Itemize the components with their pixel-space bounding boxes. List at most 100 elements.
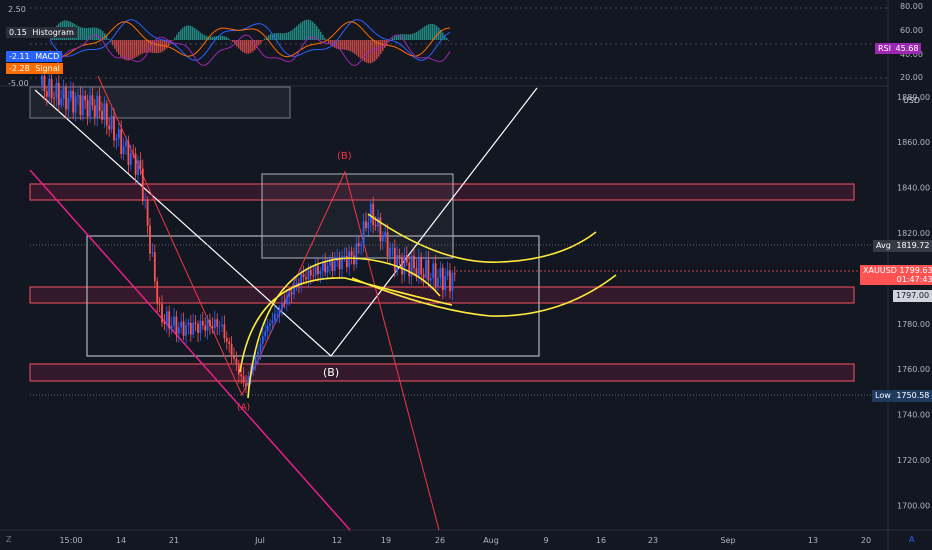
candle-body bbox=[420, 256, 423, 275]
candle-body bbox=[273, 314, 276, 321]
time-axis-tick: 9 bbox=[543, 536, 548, 545]
candle-body bbox=[389, 247, 391, 257]
macd-histogram-bar bbox=[416, 31, 418, 40]
macd-histogram-bar bbox=[362, 40, 364, 61]
macd-histogram-bar bbox=[286, 32, 288, 40]
low-tag[interactable]: Low 1750.58 bbox=[872, 390, 932, 402]
candle-body bbox=[408, 262, 411, 277]
candle-body bbox=[439, 267, 442, 279]
price-axis-tick: 1840.00 bbox=[897, 184, 930, 193]
time-axis-tick: 14 bbox=[116, 536, 126, 545]
macd-histogram-bar bbox=[120, 40, 122, 57]
time-axis-tick: 16 bbox=[596, 536, 606, 545]
macd-histogram-bar bbox=[348, 40, 350, 51]
macd-histogram-bar bbox=[80, 27, 82, 40]
macd-legend[interactable]: -2.11 MACD bbox=[6, 51, 63, 62]
candle-body bbox=[141, 168, 144, 202]
low-value: 1750.58 bbox=[896, 391, 930, 400]
macd-histogram-bar bbox=[242, 40, 244, 53]
macd-histogram-bar bbox=[220, 35, 222, 40]
candle-body bbox=[405, 255, 408, 263]
candle-body bbox=[429, 278, 432, 281]
candle-body bbox=[197, 324, 199, 333]
wave-b-top-label: (B) bbox=[337, 151, 352, 162]
candle-body bbox=[91, 95, 94, 106]
candle-body bbox=[113, 115, 115, 141]
macd-histogram-bar bbox=[176, 34, 178, 40]
macd-histogram-bar bbox=[130, 40, 132, 60]
auto-scale-button[interactable]: A bbox=[909, 535, 915, 544]
candle-body bbox=[230, 343, 233, 357]
macd-histogram-bar bbox=[428, 24, 430, 40]
candle-body bbox=[300, 274, 303, 285]
rsi-tag[interactable]: RSI 45.68 bbox=[875, 43, 922, 54]
candle-body bbox=[417, 256, 420, 278]
candle-body bbox=[314, 265, 317, 276]
candle-body bbox=[65, 86, 67, 110]
macd-histogram-bar bbox=[310, 20, 312, 40]
macd-histogram-bar bbox=[172, 40, 174, 41]
candle-body bbox=[209, 319, 211, 327]
macd-histogram-bar bbox=[404, 34, 406, 40]
candle-body bbox=[333, 261, 336, 271]
time-axis-tick: 21 bbox=[169, 536, 179, 545]
macd-scale-tick: -5.00 bbox=[8, 79, 29, 88]
histogram-legend[interactable]: 0.15 Histogram bbox=[6, 27, 77, 38]
candle-body bbox=[81, 95, 84, 116]
candle-body bbox=[319, 270, 322, 274]
macd-histogram-bar bbox=[394, 36, 396, 40]
candle-body bbox=[67, 97, 70, 110]
signal-legend[interactable]: -2.28 Signal bbox=[6, 63, 63, 74]
signal-label: Signal bbox=[35, 64, 60, 73]
macd-histogram-bar bbox=[250, 40, 252, 53]
yellow-arc-3 bbox=[367, 213, 597, 263]
candle-body bbox=[206, 319, 209, 331]
candle-body bbox=[117, 129, 120, 139]
candle-body bbox=[317, 265, 319, 274]
price-axis-tick: 1820.00 bbox=[897, 229, 930, 238]
candle-body bbox=[221, 324, 223, 326]
macd-histogram-bar bbox=[152, 40, 154, 53]
macd-histogram-bar bbox=[324, 37, 326, 40]
macd-histogram-bar bbox=[140, 40, 142, 55]
candle-body bbox=[434, 263, 437, 287]
candle-body bbox=[84, 95, 87, 101]
candle-body bbox=[396, 255, 399, 272]
candle-body bbox=[163, 322, 166, 325]
macd-histogram-bar bbox=[180, 29, 182, 40]
macd-histogram-bar bbox=[294, 27, 296, 40]
candle-body bbox=[425, 259, 427, 278]
macd-histogram-bar bbox=[372, 40, 374, 63]
macd-histogram-bar bbox=[424, 26, 426, 40]
macd-histogram-bar bbox=[296, 26, 298, 40]
macd-histogram-bar bbox=[398, 34, 400, 40]
candle-body bbox=[177, 327, 180, 334]
candle-body bbox=[377, 217, 379, 227]
candle-body bbox=[384, 232, 387, 238]
candle-body bbox=[365, 221, 367, 229]
macd-histogram-bar bbox=[84, 27, 86, 40]
candle-body bbox=[151, 252, 154, 254]
macd-histogram-bar bbox=[110, 40, 112, 43]
macd-histogram-bar bbox=[166, 40, 168, 49]
time-axis-tick: 23 bbox=[648, 536, 658, 545]
line-price-tag[interactable]: 1797.00 bbox=[893, 290, 932, 302]
timezone-icon[interactable]: Z bbox=[6, 535, 12, 544]
avg-tag[interactable]: Avg 1819.72 bbox=[873, 240, 932, 252]
macd-label: MACD bbox=[35, 52, 60, 61]
macd-histogram-bar bbox=[346, 40, 348, 51]
candle-body bbox=[233, 356, 235, 359]
candle-body bbox=[413, 255, 415, 269]
candle-body bbox=[261, 336, 264, 344]
macd-histogram-bar bbox=[436, 25, 438, 40]
yellow-arc-2 bbox=[239, 277, 453, 373]
candle-body bbox=[271, 320, 274, 324]
macd-histogram-bar bbox=[156, 40, 158, 54]
macd-histogram-bar bbox=[276, 32, 278, 40]
macd-histogram-bar bbox=[284, 33, 286, 40]
last-price-tag[interactable]: XAUUSD 1799.63 01:47:43 bbox=[860, 265, 932, 285]
candle-body bbox=[331, 258, 334, 271]
candle-body bbox=[41, 75, 43, 86]
